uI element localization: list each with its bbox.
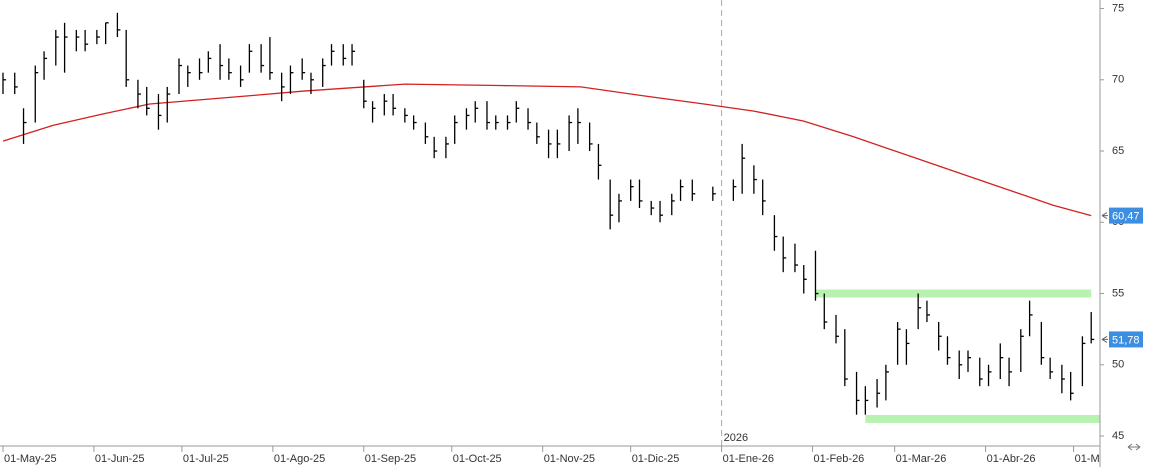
value-marker-label: 60,47 (1112, 210, 1140, 222)
x-tick-label: 01-Mar-26 (896, 453, 947, 465)
x-tick-label: 01-Abr-26 (987, 453, 1036, 465)
x-tick-label: 01-Oct-25 (453, 453, 502, 465)
x-tick-label: 01-Feb-26 (814, 453, 865, 465)
y-tick-label: 70 (1112, 74, 1124, 86)
x-tick-label: 01-Nov-25 (544, 453, 595, 465)
marker-arrow (1101, 212, 1108, 220)
x-tick-label: 01-Jul-25 (183, 453, 229, 465)
x-tick-label: 01-Ago-25 (274, 453, 325, 465)
plot-area (2, 0, 1100, 446)
support-level (815, 289, 1092, 298)
scroll-icon (1127, 443, 1141, 451)
y-tick-label: 55 (1112, 287, 1124, 299)
x-tick-label: 01-Ene-26 (723, 453, 774, 465)
x-tick-label: 01-Jun-25 (95, 453, 145, 465)
x-tick-label: 01-May-25 (4, 453, 57, 465)
year-label: 2026 (724, 432, 748, 444)
value-marker (1109, 207, 1143, 224)
moving-average-line (2, 83, 1092, 217)
value-marker (1109, 331, 1143, 348)
support-level (865, 414, 1100, 423)
x-tick-label: 01-Dic-25 (632, 453, 680, 465)
x-tick-label: 01-M (1075, 453, 1100, 465)
x-tick-label: 01-Sep-25 (365, 453, 416, 465)
y-tick-label: 65 (1112, 145, 1124, 157)
marker-arrow (1101, 335, 1108, 343)
y-tick-label: 45 (1112, 430, 1124, 442)
value-marker-label: 51,78 (1112, 334, 1140, 346)
y-tick-label: 75 (1112, 2, 1124, 14)
y-tick-label: 50 (1112, 359, 1124, 371)
